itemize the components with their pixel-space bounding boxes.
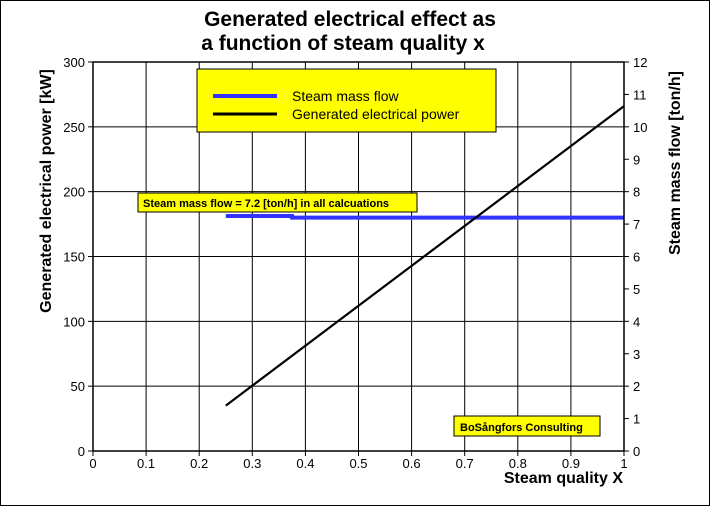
legend-label-steam-mass-flow: Steam mass flow	[292, 88, 399, 104]
y-right-axis-label: Steam mass flow [ton/h]	[667, 71, 684, 255]
x-tick-labels: 0 0.1 0.2 0.3 0.4 0.5 0.6 0.7 0.8 0.9 1	[89, 456, 627, 471]
x-tick-label: 0.6	[403, 456, 421, 471]
chart-title-line-1: Generated electrical effect as	[204, 8, 496, 31]
y-right-tick-label: 1	[633, 412, 640, 427]
y-right-tick-label: 9	[633, 152, 640, 167]
y-right-tick-label: 5	[633, 282, 640, 297]
y-left-tick-label: 100	[63, 314, 85, 329]
x-tick-label: 0.2	[190, 456, 208, 471]
x-tick-label: 0.7	[456, 456, 474, 471]
y-right-tick-label: 10	[633, 120, 647, 135]
y-right-tick-label: 3	[633, 347, 640, 362]
y-left-tick-label: 0	[78, 444, 85, 459]
x-tick-label: 0.5	[349, 456, 367, 471]
x-axis-label: Steam quality X	[504, 470, 623, 487]
y-left-tick-label: 200	[63, 185, 85, 200]
legend-box	[196, 68, 497, 133]
plot-area-border	[92, 61, 625, 452]
y-right-tick-label: 6	[633, 250, 640, 265]
x-tick-label: 0.1	[137, 456, 155, 471]
x-tick-label: 0.3	[243, 456, 261, 471]
series-lines	[225, 105, 625, 407]
y-left-tick-labels: 0 50 100 150 200 250 300	[63, 55, 85, 459]
y-left-tick-label: 250	[63, 120, 85, 135]
y-right-tick-label: 2	[633, 379, 640, 394]
y-right-tick-label: 8	[633, 185, 640, 200]
annotation-credit-text: BoSångfors Consulting	[460, 422, 583, 434]
y-left-axis-label: Generated electrical power [kW]	[38, 69, 55, 313]
y-right-tick-label: 12	[633, 55, 647, 70]
chart-title-line-2: a function of steam quality x	[201, 32, 485, 55]
annotation-mass-flow-note: Steam mass flow = 7.2 [ton/h] in all cal…	[137, 192, 418, 213]
annotation-mass-flow-text: Steam mass flow = 7.2 [ton/h] in all cal…	[143, 198, 389, 210]
y-right-tick-label: 4	[633, 314, 640, 329]
series-line-generated-electrical-power	[225, 105, 625, 407]
annotation-credit-box	[453, 415, 601, 437]
y-left-tick-label: 50	[71, 379, 85, 394]
x-tick-label: 0.8	[509, 456, 527, 471]
y-left-tick-label: 150	[63, 250, 85, 265]
x-tick-label: 0.9	[562, 456, 580, 471]
y-right-tick-label: 0	[633, 444, 640, 459]
legend: Steam mass flow Generated electrical pow…	[196, 68, 497, 133]
series-line-steam-mass-flow	[225, 214, 624, 220]
annotation-credit: BoSångfors Consulting	[453, 415, 601, 437]
x-tick-label: 0.4	[296, 456, 314, 471]
x-tick-label: 0	[89, 456, 96, 471]
annotation-mass-flow-box	[137, 192, 418, 213]
x-tick-label: 1	[620, 456, 627, 471]
y-right-tick-label: 11	[633, 87, 647, 102]
legend-label-generated-power: Generated electrical power	[292, 106, 460, 122]
y-left-tick-label: 300	[63, 55, 85, 70]
y-right-tick-label: 7	[633, 217, 640, 232]
